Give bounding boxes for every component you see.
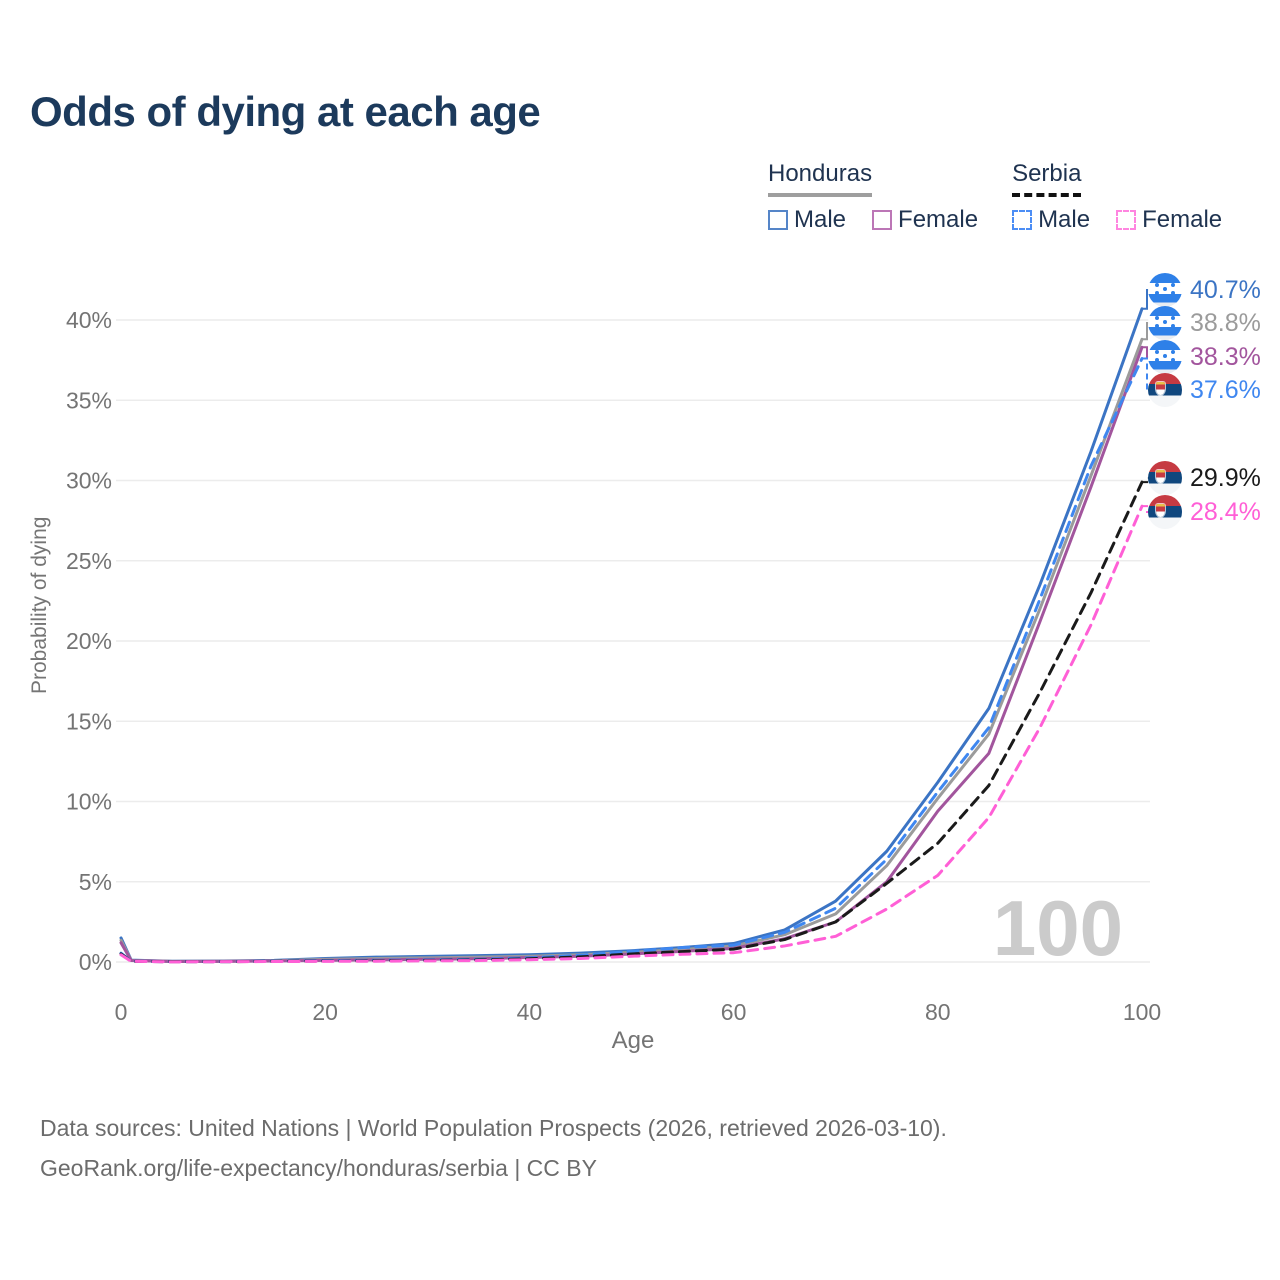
- y-tick-label: 40%: [66, 307, 112, 333]
- legend-item-serbia-male[interactable]: Male: [1012, 206, 1090, 234]
- legend-item-honduras-female[interactable]: Female: [872, 206, 978, 234]
- end-label-honduras-both: 38.8%: [1148, 306, 1261, 340]
- end-label-value: 38.8%: [1190, 308, 1261, 337]
- x-tick-label: 60: [721, 999, 747, 1025]
- legend-items-honduras: Male Female: [768, 206, 978, 234]
- series-line-serbia-female: [119, 504, 1144, 964]
- honduras-flag-icon: [1148, 340, 1182, 374]
- serbia-flag-icon: [1148, 373, 1182, 407]
- y-tick-label: 15%: [66, 708, 112, 734]
- y-tick-label: 20%: [66, 628, 112, 654]
- legend-group-title-serbia: Serbia: [1012, 160, 1082, 197]
- x-tick-label: 20: [312, 999, 338, 1025]
- legend-item-serbia-female[interactable]: Female: [1116, 206, 1222, 234]
- footer-attribution: GeoRank.org/life-expectancy/honduras/ser…: [40, 1155, 597, 1181]
- serbia-female-swatch-icon: [1116, 210, 1137, 230]
- age-watermark: 100: [993, 884, 1123, 972]
- end-label-honduras-male: 40.7%: [1148, 273, 1261, 307]
- honduras-female-swatch-icon: [872, 210, 893, 230]
- honduras-flag-icon: [1148, 306, 1182, 340]
- legend-items-serbia: Male Female: [1012, 206, 1222, 234]
- legend-group-serbia: Serbia Male Female: [1012, 160, 1222, 234]
- legend-item-honduras-male[interactable]: Male: [768, 206, 846, 234]
- legend-group-title-honduras: Honduras: [768, 160, 873, 197]
- legend-label: Male: [794, 206, 847, 233]
- end-label-serbia-female: 28.4%: [1148, 495, 1261, 529]
- end-label-connector: [1142, 357, 1151, 391]
- legend-group-honduras: Honduras Male Female: [768, 160, 978, 234]
- end-label-serbia-male: 37.6%: [1148, 373, 1261, 407]
- serbia-flag-icon: [1148, 495, 1182, 529]
- y-axis-title: Probability of dying: [28, 516, 51, 694]
- series-line-serbia-male: [119, 357, 1144, 964]
- end-label-value: 40.7%: [1190, 275, 1261, 304]
- y-tick-label: 30%: [66, 468, 112, 494]
- series-line-honduras-both-sexes: [119, 337, 1144, 963]
- end-label-value: 38.3%: [1190, 342, 1261, 371]
- serbia-flag-icon: [1148, 461, 1182, 495]
- end-label-value: 29.9%: [1190, 463, 1261, 492]
- footer-data-sources: Data sources: United Nations | World Pop…: [40, 1115, 947, 1141]
- x-tick-label: 40: [517, 999, 543, 1025]
- serbia-male-swatch-icon: [1012, 210, 1033, 230]
- legend-label: Female: [898, 206, 979, 233]
- legend-label: Female: [1142, 206, 1223, 233]
- x-tick-label: 80: [925, 999, 951, 1025]
- y-tick-label: 10%: [66, 789, 112, 815]
- end-label-honduras-female: 38.3%: [1148, 340, 1261, 374]
- y-tick-label: 25%: [66, 548, 112, 574]
- chart-title: Odds of dying at each age: [30, 88, 541, 135]
- end-label-serbia-both: 29.9%: [1148, 461, 1261, 495]
- x-tick-label: 0: [115, 999, 128, 1025]
- y-tick-label: 35%: [66, 387, 112, 413]
- legend: Honduras Male Female Serbia Male: [768, 160, 1222, 234]
- x-tick-label: 100: [1123, 999, 1161, 1025]
- y-tick-label: 5%: [79, 869, 112, 895]
- series-line-honduras-male: [119, 307, 1144, 963]
- honduras-flag-icon: [1148, 273, 1182, 307]
- y-tick-label: 0%: [79, 949, 112, 975]
- honduras-male-swatch-icon: [768, 210, 788, 230]
- end-label-value: 37.6%: [1190, 375, 1261, 404]
- end-label-value: 28.4%: [1190, 497, 1261, 526]
- legend-label: Male: [1038, 206, 1091, 233]
- series-line-honduras-female: [119, 345, 1144, 964]
- footer: Data sources: United Nations | World Pop…: [40, 1108, 947, 1188]
- x-axis-title: Age: [612, 1027, 655, 1054]
